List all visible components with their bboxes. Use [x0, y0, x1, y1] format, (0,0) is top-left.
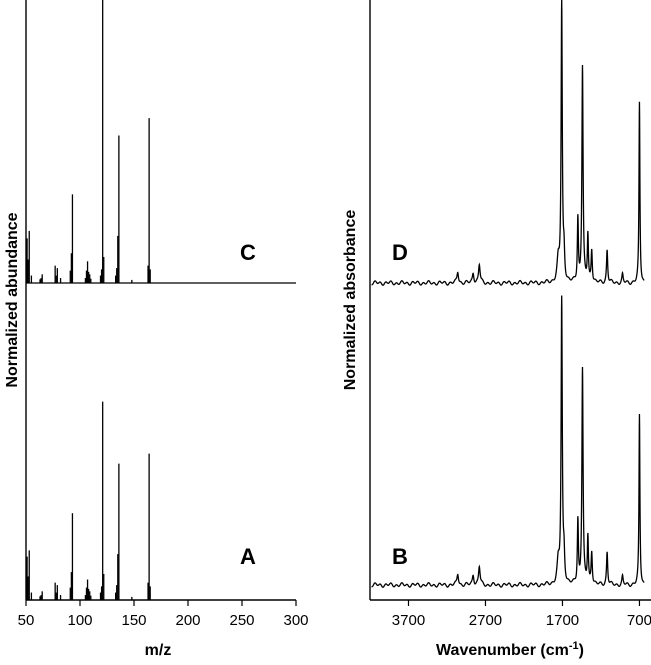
ir-x-tick-label: 1700 — [546, 612, 579, 629]
ir-spectra-chart: 3700 2700 1700 700 D B Wavenumber (cm-1) No… — [342, 0, 651, 659]
panel-label-d: D — [392, 240, 408, 265]
ir-x-axis-label-tail: ) — [579, 642, 584, 659]
ir-x-axis-label-main: Wavenumber (cm — [436, 642, 569, 659]
ms-x-tick-label: 300 — [283, 612, 308, 629]
ir-x-axis-label: Wavenumber (cm-1) — [436, 640, 584, 659]
mass-spectra-chart: 50 100 150 200 250 300 C A m/z Normalized abu… — [4, 0, 309, 659]
panel-label-c: C — [240, 240, 256, 265]
ir-x-tick-labels: 3700 2700 1700 700 — [392, 612, 651, 629]
ms-x-tick-label: 50 — [18, 612, 35, 629]
ir-series-d — [371, 0, 645, 286]
ir-x-tick-label: 2700 — [469, 612, 502, 629]
panel-label-a: A — [240, 544, 256, 569]
ms-x-tick-label: 200 — [175, 612, 200, 629]
ir-series-b — [371, 295, 645, 588]
ms-x-tick-label: 250 — [229, 612, 254, 629]
ir-x-tick-label: 700 — [627, 612, 651, 629]
ir-y-axis-label: Normalized absorbance — [342, 210, 359, 391]
ir-x-axis-label-sup: -1 — [569, 640, 579, 652]
ir-x-tick-label: 3700 — [392, 612, 425, 629]
ms-x-tick-label: 100 — [67, 612, 92, 629]
ms-x-tick-labels: 50 100 150 200 250 300 — [18, 612, 309, 629]
panel-label-b: B — [392, 544, 408, 569]
ms-y-axis-label: Normalized abundance — [4, 212, 21, 387]
ms-series-a — [26, 401, 151, 600]
ms-x-axis-label: m/z — [145, 642, 172, 659]
ms-x-tick-label: 150 — [121, 612, 146, 629]
ms-series-c — [26, 0, 151, 283]
